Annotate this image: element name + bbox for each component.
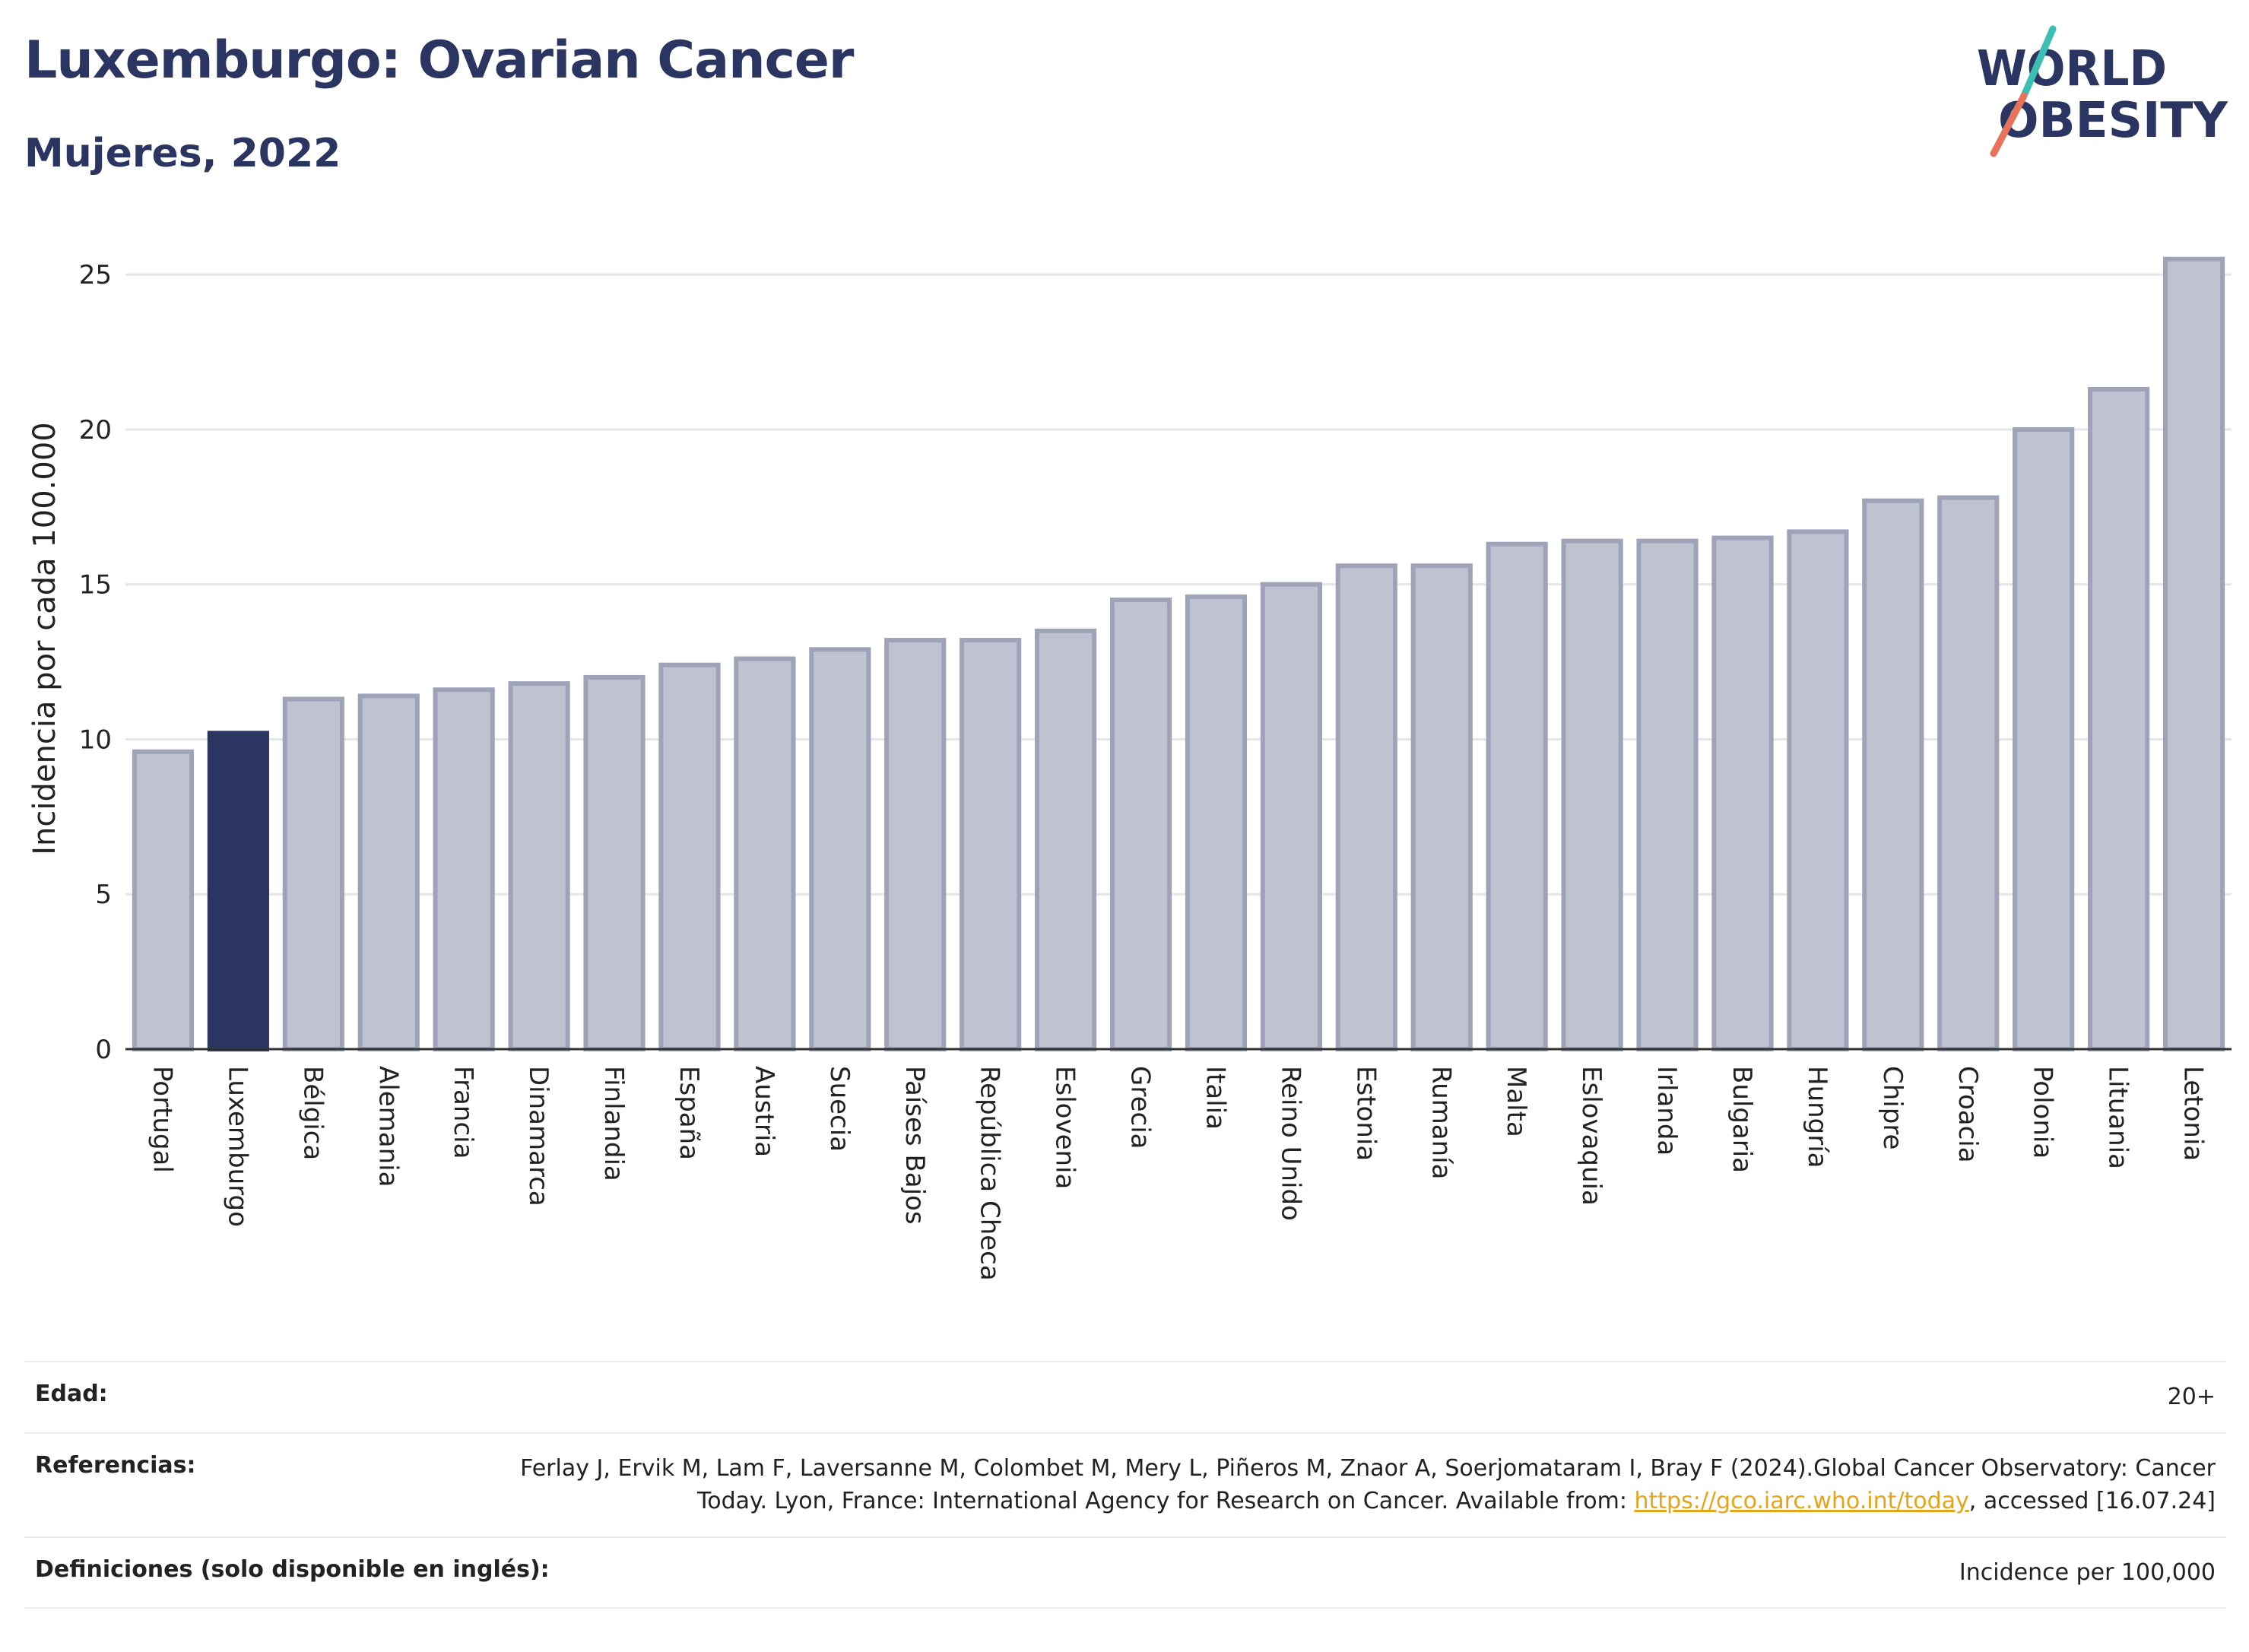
page-subtitle: Mujeres, 2022 <box>24 131 341 176</box>
age-label: Edad: <box>35 1381 108 1407</box>
bar <box>207 731 269 1051</box>
references-text: Ferlay J, Ervik M, Lam F, Laversanne M, … <box>520 1454 2216 1515</box>
bar <box>2013 426 2075 1052</box>
x-tick-label: Polonia <box>2028 1066 2058 1159</box>
bar <box>433 687 495 1052</box>
bar <box>508 681 570 1052</box>
x-tick-label: Portugal <box>147 1066 177 1173</box>
logo-slash-bottom <box>1990 92 2028 157</box>
bar <box>583 674 646 1052</box>
bar <box>1561 538 1623 1052</box>
x-tick-label: Países Bajos <box>899 1066 930 1225</box>
x-tick-label: Alemania <box>373 1066 403 1187</box>
y-tick-label: 15 <box>79 570 112 601</box>
x-tick-label: Malta <box>1501 1066 1531 1137</box>
bar <box>1636 538 1699 1052</box>
x-tick-label: Eslovenia <box>1050 1066 1080 1189</box>
logo-line1: WORLD <box>1977 41 2167 97</box>
bar <box>960 638 1022 1051</box>
y-tick-label: 0 <box>95 1035 112 1065</box>
x-tick-label: Francia <box>448 1066 478 1159</box>
bar <box>1335 563 1397 1051</box>
bar <box>734 656 796 1051</box>
x-tick-label: España <box>674 1066 704 1160</box>
x-tick-label: Grecia <box>1125 1066 1156 1149</box>
x-tick-label: Bélgica <box>297 1066 328 1160</box>
bar <box>1410 563 1473 1051</box>
bar <box>1109 598 1172 1051</box>
definitions-label: Definiciones (solo disponible en inglés)… <box>35 1555 550 1583</box>
definitions-value: Incidence per 100,000 <box>1959 1558 2216 1586</box>
y-tick-label: 5 <box>95 880 112 910</box>
x-tick-label: República Checa <box>975 1066 1005 1281</box>
x-tick-label: Estonia <box>1350 1066 1381 1161</box>
bar <box>1260 582 1322 1051</box>
footer-row-age: Edad: 20+ <box>24 1361 2226 1432</box>
chart-footer: Edad: 20+ Referencias: Ferlay J, Ervik M… <box>24 1361 2226 1609</box>
x-tick-label: Bulgaria <box>1727 1066 1757 1173</box>
age-value: 20+ <box>2167 1384 2216 1410</box>
logo-line2: OBESITY <box>1998 93 2228 149</box>
bar <box>658 662 721 1051</box>
x-tick-label: Rumanía <box>1426 1066 1456 1179</box>
x-tick-label: Lituania <box>2103 1066 2133 1169</box>
references-accessed: , accessed [16.07.24] <box>1968 1488 2216 1514</box>
bar <box>1711 535 1774 1051</box>
bar-chart: 0 5 10 15 20 25 Incidencia por cada 100.000 Por… <box>27 256 2232 1281</box>
bar <box>884 638 947 1051</box>
x-tick-label: Reino Unido <box>1275 1066 1305 1221</box>
y-axis-label: Incidencia por cada 100.000 <box>27 422 62 855</box>
bar <box>1035 628 1097 1051</box>
y-tick-label: 10 <box>79 725 112 755</box>
x-tick-label: Austria <box>749 1066 779 1157</box>
x-tick-label: Chipre <box>1877 1066 1908 1149</box>
world-obesity-logo: WORLD OBESITY <box>1977 25 2228 157</box>
x-tick-label: Luxemburgo <box>222 1066 252 1227</box>
x-tick-label: Eslovaquia <box>1576 1066 1607 1206</box>
references-label: Referencias: <box>35 1451 196 1479</box>
bar <box>357 693 420 1051</box>
bar <box>2162 256 2225 1051</box>
footer-row-references: Referencias: Ferlay J, Ervik M, Lam F, L… <box>24 1432 2226 1536</box>
bar <box>1862 498 1924 1052</box>
page-title: Luxemburgo: Ovarian Cancer <box>24 30 854 90</box>
bar <box>1787 529 1849 1051</box>
logo-slash-top <box>2020 25 2057 100</box>
x-tick-label: Hungría <box>1802 1066 1832 1168</box>
x-tick-label: Irlanda <box>1651 1066 1682 1156</box>
bar <box>2088 386 2150 1052</box>
footer-row-definitions: Definiciones (solo disponible en inglés)… <box>24 1536 2226 1609</box>
bar <box>282 696 344 1051</box>
y-tick-label: 20 <box>79 415 112 446</box>
bar <box>1486 541 1548 1051</box>
bar <box>809 647 871 1051</box>
y-tick-label: 25 <box>79 260 112 290</box>
bar <box>1937 495 2000 1051</box>
references-link[interactable]: https://gco.iarc.who.int/today <box>1634 1488 1969 1514</box>
bar <box>1185 594 1248 1051</box>
x-tick-label: Croacia <box>1952 1066 1983 1163</box>
references-value: Ferlay J, Ervik M, Lam F, Laversanne M, … <box>467 1452 2216 1518</box>
x-tick-label: Italia <box>1200 1066 1230 1130</box>
x-tick-label: Letonia <box>2178 1066 2209 1161</box>
x-tick-label: Finlandia <box>598 1066 629 1181</box>
x-tick-label: Suecia <box>824 1066 855 1152</box>
x-tick-label: Dinamarca <box>523 1066 554 1206</box>
bar <box>132 749 195 1051</box>
